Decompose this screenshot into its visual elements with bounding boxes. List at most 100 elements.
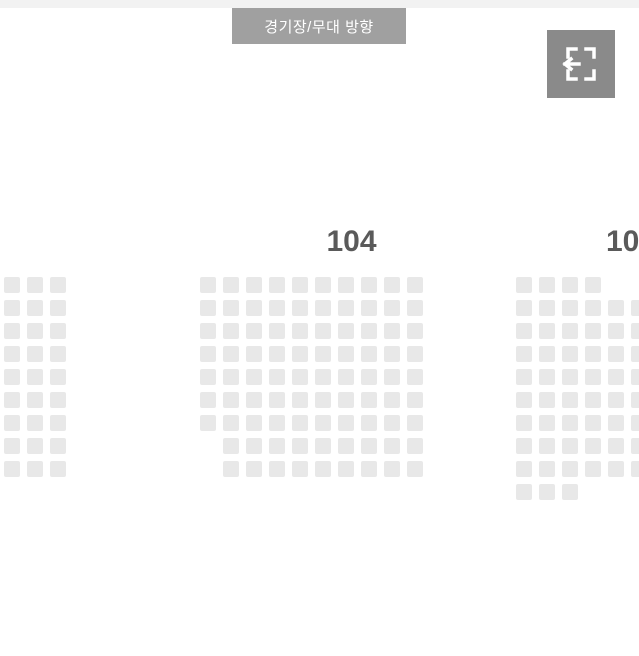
seat[interactable]	[4, 300, 20, 316]
seat[interactable]	[4, 415, 20, 431]
seat[interactable]	[585, 300, 601, 316]
seat[interactable]	[50, 415, 66, 431]
seat[interactable]	[338, 300, 354, 316]
seat[interactable]	[361, 438, 377, 454]
seat[interactable]	[269, 323, 285, 339]
seat[interactable]	[338, 277, 354, 293]
seat[interactable]	[292, 346, 308, 362]
seat[interactable]	[516, 323, 532, 339]
seat[interactable]	[516, 346, 532, 362]
seat[interactable]	[338, 392, 354, 408]
seat[interactable]	[384, 461, 400, 477]
seat[interactable]	[608, 300, 624, 316]
seat[interactable]	[384, 438, 400, 454]
seat[interactable]	[4, 369, 20, 385]
seat[interactable]	[338, 323, 354, 339]
seat[interactable]	[223, 346, 239, 362]
seat[interactable]	[315, 346, 331, 362]
seat[interactable]	[269, 438, 285, 454]
seat[interactable]	[246, 392, 262, 408]
seat[interactable]	[562, 392, 578, 408]
seat[interactable]	[384, 300, 400, 316]
seat[interactable]	[361, 300, 377, 316]
seat[interactable]	[631, 346, 639, 362]
seat[interactable]	[585, 438, 601, 454]
seat[interactable]	[384, 346, 400, 362]
seat[interactable]	[200, 277, 216, 293]
seat[interactable]	[631, 438, 639, 454]
seat[interactable]	[246, 323, 262, 339]
seat[interactable]	[200, 323, 216, 339]
seat[interactable]	[539, 277, 555, 293]
seat[interactable]	[562, 346, 578, 362]
seat[interactable]	[50, 461, 66, 477]
seat[interactable]	[631, 369, 639, 385]
seat[interactable]	[269, 369, 285, 385]
seat[interactable]	[4, 323, 20, 339]
seat[interactable]	[223, 415, 239, 431]
seat[interactable]	[361, 392, 377, 408]
seat[interactable]	[292, 300, 308, 316]
seat[interactable]	[608, 346, 624, 362]
seat[interactable]	[27, 346, 43, 362]
seat[interactable]	[4, 346, 20, 362]
seat[interactable]	[4, 392, 20, 408]
seat[interactable]	[269, 392, 285, 408]
seat[interactable]	[608, 438, 624, 454]
seat[interactable]	[315, 369, 331, 385]
seat[interactable]	[223, 300, 239, 316]
seat[interactable]	[562, 484, 578, 500]
seat[interactable]	[315, 300, 331, 316]
seat[interactable]	[384, 323, 400, 339]
seat[interactable]	[200, 392, 216, 408]
seat[interactable]	[516, 300, 532, 316]
seat[interactable]	[292, 461, 308, 477]
seat[interactable]	[539, 461, 555, 477]
seat[interactable]	[407, 392, 423, 408]
seat[interactable]	[223, 461, 239, 477]
seat[interactable]	[631, 323, 639, 339]
seat[interactable]	[631, 461, 639, 477]
seat[interactable]	[384, 415, 400, 431]
seat[interactable]	[384, 392, 400, 408]
seat[interactable]	[361, 369, 377, 385]
seat[interactable]	[27, 438, 43, 454]
seat[interactable]	[246, 415, 262, 431]
seat[interactable]	[361, 277, 377, 293]
seat[interactable]	[315, 461, 331, 477]
seat[interactable]	[269, 300, 285, 316]
seat[interactable]	[4, 277, 20, 293]
seat[interactable]	[407, 415, 423, 431]
seat[interactable]	[407, 346, 423, 362]
seat[interactable]	[223, 438, 239, 454]
seat[interactable]	[407, 369, 423, 385]
seat[interactable]	[50, 392, 66, 408]
seat[interactable]	[631, 415, 639, 431]
seat[interactable]	[223, 323, 239, 339]
seat[interactable]	[246, 369, 262, 385]
seat[interactable]	[585, 415, 601, 431]
seat[interactable]	[338, 438, 354, 454]
seat[interactable]	[27, 415, 43, 431]
seat[interactable]	[338, 415, 354, 431]
seat[interactable]	[562, 277, 578, 293]
seat[interactable]	[269, 415, 285, 431]
seat[interactable]	[516, 484, 532, 500]
seat[interactable]	[200, 346, 216, 362]
seat[interactable]	[269, 461, 285, 477]
seat[interactable]	[516, 369, 532, 385]
seat[interactable]	[27, 461, 43, 477]
seat[interactable]	[631, 300, 639, 316]
seat[interactable]	[608, 415, 624, 431]
seat[interactable]	[407, 277, 423, 293]
seat[interactable]	[200, 415, 216, 431]
seat[interactable]	[608, 369, 624, 385]
seat[interactable]	[338, 369, 354, 385]
seat[interactable]	[562, 300, 578, 316]
seat[interactable]	[292, 392, 308, 408]
seat[interactable]	[384, 277, 400, 293]
seat[interactable]	[292, 277, 308, 293]
seat[interactable]	[361, 461, 377, 477]
seat[interactable]	[539, 369, 555, 385]
seat[interactable]	[269, 346, 285, 362]
